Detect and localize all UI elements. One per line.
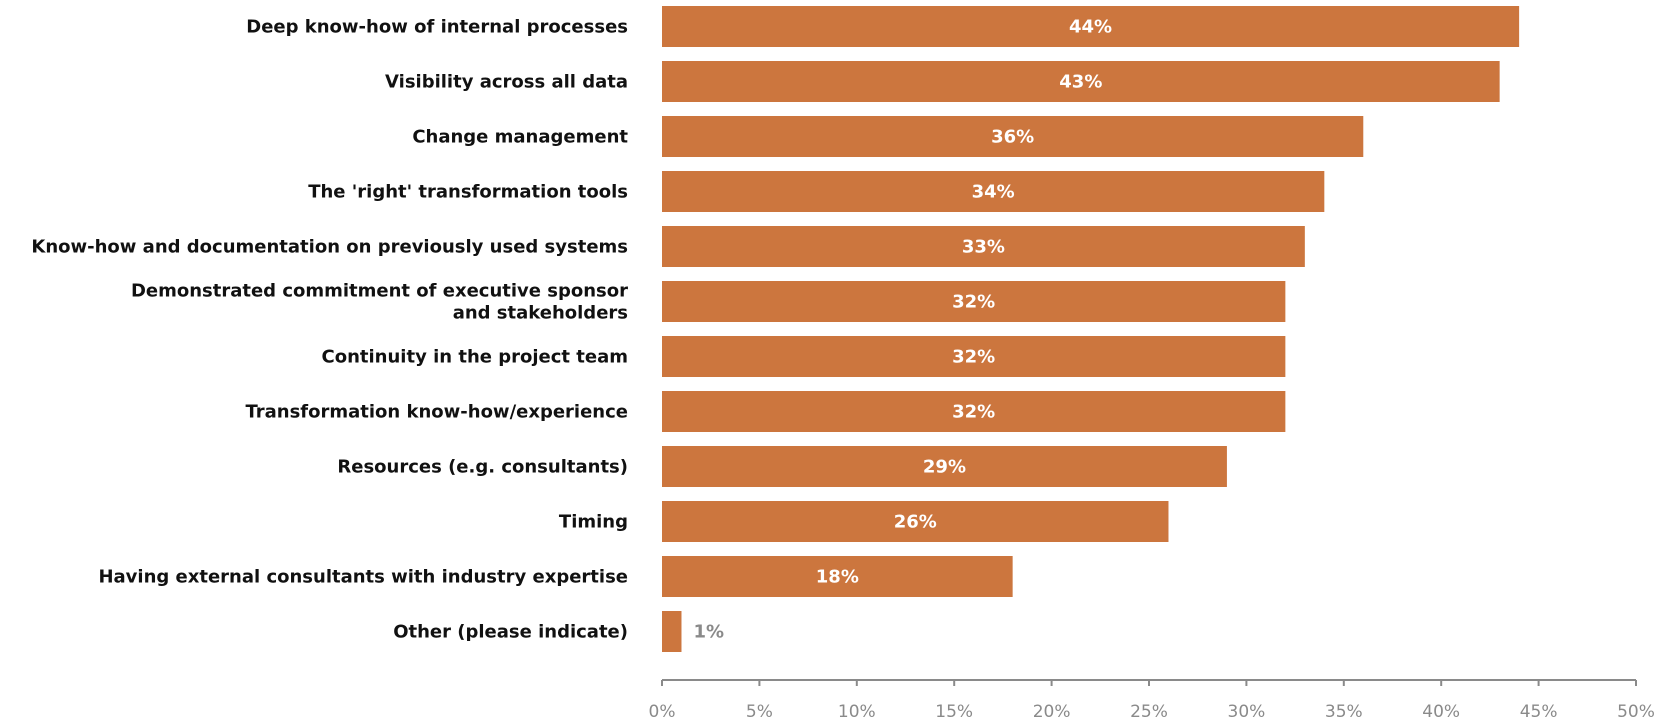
- category-label: Continuity in the project team: [322, 347, 628, 368]
- x-tick-label: 15%: [935, 702, 973, 722]
- x-tick-label: 0%: [649, 702, 676, 722]
- category-label: Know-how and documentation on previously…: [31, 237, 628, 258]
- x-tick-label: 45%: [1520, 702, 1558, 722]
- x-tick-label: 40%: [1422, 702, 1460, 722]
- bar: [662, 501, 1169, 542]
- bar: [662, 391, 1286, 432]
- bar: [662, 6, 1520, 47]
- category-label: Other (please indicate): [393, 622, 628, 643]
- bar: [662, 116, 1364, 157]
- category-label: Deep know-how of internal processes: [246, 17, 628, 38]
- category-label: Resources (e.g. consultants): [337, 457, 628, 478]
- x-tick-label: 50%: [1617, 702, 1655, 722]
- category-label: The 'right' transformation tools: [308, 182, 628, 203]
- bar: [662, 281, 1286, 322]
- bar: [662, 336, 1286, 377]
- data-label: 26%: [894, 512, 937, 533]
- x-tick-label: 5%: [746, 702, 773, 722]
- bar: [662, 61, 1500, 102]
- bar: [662, 611, 682, 652]
- data-label: 33%: [962, 237, 1005, 258]
- data-label: 32%: [952, 347, 995, 368]
- data-label: 34%: [972, 182, 1015, 203]
- bar: [662, 446, 1227, 487]
- category-label: Timing: [559, 512, 628, 533]
- data-label: 36%: [991, 127, 1034, 148]
- data-label: 43%: [1059, 72, 1102, 93]
- x-tick-label: 30%: [1228, 702, 1266, 722]
- x-tick-label: 20%: [1033, 702, 1071, 722]
- bar: [662, 171, 1325, 212]
- bar: [662, 556, 1013, 597]
- data-label: 29%: [923, 457, 966, 478]
- category-label: Having external consultants with industr…: [98, 567, 628, 588]
- data-label: 1%: [693, 622, 724, 643]
- x-tick-label: 35%: [1325, 702, 1363, 722]
- category-label: and stakeholders: [453, 303, 628, 324]
- category-label: Demonstrated commitment of executive spo…: [131, 281, 628, 302]
- category-label: Visibility across all data: [385, 72, 628, 93]
- data-label: 44%: [1069, 17, 1112, 38]
- data-label: 32%: [952, 292, 995, 313]
- category-label: Transformation know-how/experience: [245, 402, 628, 423]
- x-tick-label: 25%: [1130, 702, 1168, 722]
- bar: [662, 226, 1305, 267]
- category-label: Change management: [412, 127, 628, 148]
- data-label: 18%: [816, 567, 859, 588]
- x-tick-label: 10%: [838, 702, 876, 722]
- data-label: 32%: [952, 402, 995, 423]
